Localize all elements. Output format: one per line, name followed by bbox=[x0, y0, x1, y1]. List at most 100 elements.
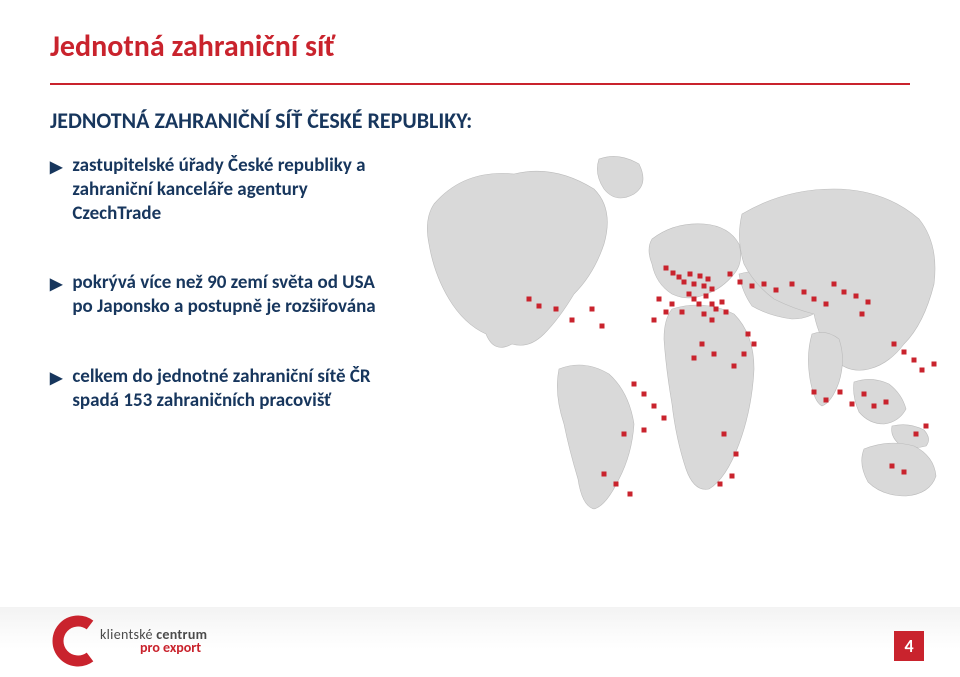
map-marker bbox=[842, 290, 847, 295]
map-marker bbox=[932, 362, 937, 367]
map-marker bbox=[652, 404, 657, 409]
map-marker bbox=[832, 282, 837, 287]
bullet-item: ▶ pokrývá více než 90 zemí světa od USA … bbox=[50, 271, 380, 319]
map-marker bbox=[570, 318, 575, 323]
slide-subtitle: JEDNOTNÁ ZAHRANIČNÍ SÍŤ ČESKÉ REPUBLIKY: bbox=[50, 107, 910, 134]
map-marker bbox=[700, 342, 705, 347]
map-marker bbox=[527, 297, 532, 302]
map-marker bbox=[730, 474, 735, 479]
map-marker bbox=[722, 432, 727, 437]
map-marker bbox=[692, 356, 697, 361]
bullet-marker-icon: ▶ bbox=[50, 275, 62, 295]
map-marker bbox=[920, 368, 925, 373]
map-marker bbox=[892, 342, 897, 347]
map-marker bbox=[884, 400, 889, 405]
map-marker bbox=[704, 294, 709, 299]
map-marker bbox=[750, 284, 755, 289]
map-marker bbox=[706, 277, 711, 282]
map-marker bbox=[614, 482, 619, 487]
map-marker bbox=[720, 300, 725, 305]
logo-text-bottom: pro export bbox=[140, 641, 207, 655]
map-marker bbox=[602, 472, 607, 477]
logo-c-icon bbox=[50, 615, 106, 667]
map-marker bbox=[632, 382, 637, 387]
world-map bbox=[404, 154, 910, 514]
map-marker bbox=[812, 297, 817, 302]
map-marker bbox=[732, 364, 737, 369]
map-marker bbox=[838, 390, 843, 395]
map-marker bbox=[698, 274, 703, 279]
map-marker bbox=[710, 302, 715, 307]
title-rule bbox=[50, 83, 910, 85]
map-marker bbox=[692, 297, 697, 302]
map-marker bbox=[762, 282, 767, 287]
map-marker bbox=[728, 272, 733, 277]
map-marker bbox=[710, 318, 715, 323]
map-marker bbox=[866, 300, 871, 305]
map-marker bbox=[682, 280, 687, 285]
map-marker bbox=[854, 294, 859, 299]
map-marker bbox=[862, 392, 867, 397]
map-marker bbox=[914, 432, 919, 437]
map-marker bbox=[702, 284, 707, 289]
bullet-text: zastupitelské úřady České republiky a za… bbox=[72, 154, 380, 225]
map-marker bbox=[742, 352, 747, 357]
map-marker bbox=[688, 272, 693, 277]
bullet-item: ▶ celkem do jednotné zahraniční sítě ČR … bbox=[50, 365, 380, 413]
map-marker bbox=[642, 428, 647, 433]
map-marker bbox=[537, 304, 542, 309]
map-marker bbox=[734, 452, 739, 457]
map-marker bbox=[714, 307, 719, 312]
bullet-marker-icon: ▶ bbox=[50, 158, 62, 178]
bullet-item: ▶ zastupitelské úřady České republiky a … bbox=[50, 154, 380, 225]
map-marker bbox=[671, 271, 676, 276]
map-marker bbox=[850, 402, 855, 407]
map-marker bbox=[860, 312, 865, 317]
map-marker bbox=[774, 288, 779, 293]
slide-title: Jednotná zahraniční síť bbox=[50, 28, 910, 65]
page-number: 4 bbox=[894, 631, 924, 661]
map-marker bbox=[652, 318, 657, 323]
map-marker bbox=[622, 432, 627, 437]
map-marker bbox=[642, 392, 647, 397]
map-marker bbox=[752, 342, 757, 347]
map-marker bbox=[692, 282, 697, 287]
map-marker bbox=[872, 404, 877, 409]
world-map-svg bbox=[394, 134, 954, 514]
map-marker bbox=[902, 470, 907, 475]
map-marker bbox=[790, 282, 795, 287]
map-marker bbox=[802, 290, 807, 295]
slide-footer: klientské centrum pro export 4 bbox=[0, 595, 960, 677]
map-marker bbox=[712, 352, 717, 357]
map-marker bbox=[912, 358, 917, 363]
map-marker bbox=[664, 310, 669, 315]
map-marker bbox=[710, 287, 715, 292]
map-marker bbox=[670, 302, 675, 307]
map-marker bbox=[824, 398, 829, 403]
map-marker bbox=[746, 332, 751, 337]
map-marker bbox=[924, 424, 929, 429]
map-marker bbox=[718, 482, 723, 487]
map-marker bbox=[702, 312, 707, 317]
map-marker bbox=[680, 310, 685, 315]
map-marker bbox=[824, 302, 829, 307]
map-marker bbox=[697, 302, 702, 307]
map-marker bbox=[812, 390, 817, 395]
map-marker bbox=[724, 310, 729, 315]
map-marker bbox=[662, 416, 667, 421]
map-marker bbox=[554, 307, 559, 312]
bullet-list: ▶ zastupitelské úřady České republiky a … bbox=[50, 154, 380, 412]
footer-logo: klientské centrum pro export bbox=[50, 615, 207, 667]
map-marker bbox=[664, 266, 669, 271]
map-marker bbox=[890, 464, 895, 469]
bullet-text: celkem do jednotné zahraniční sítě ČR sp… bbox=[72, 365, 380, 413]
map-marker bbox=[902, 350, 907, 355]
map-marker bbox=[590, 307, 595, 312]
bullet-marker-icon: ▶ bbox=[50, 369, 62, 389]
map-marker bbox=[600, 324, 605, 329]
map-marker bbox=[657, 297, 662, 302]
bullet-text: pokrývá více než 90 zemí světa od USA po… bbox=[72, 271, 380, 319]
map-marker bbox=[677, 275, 682, 280]
map-marker bbox=[687, 292, 692, 297]
map-marker bbox=[738, 280, 743, 285]
